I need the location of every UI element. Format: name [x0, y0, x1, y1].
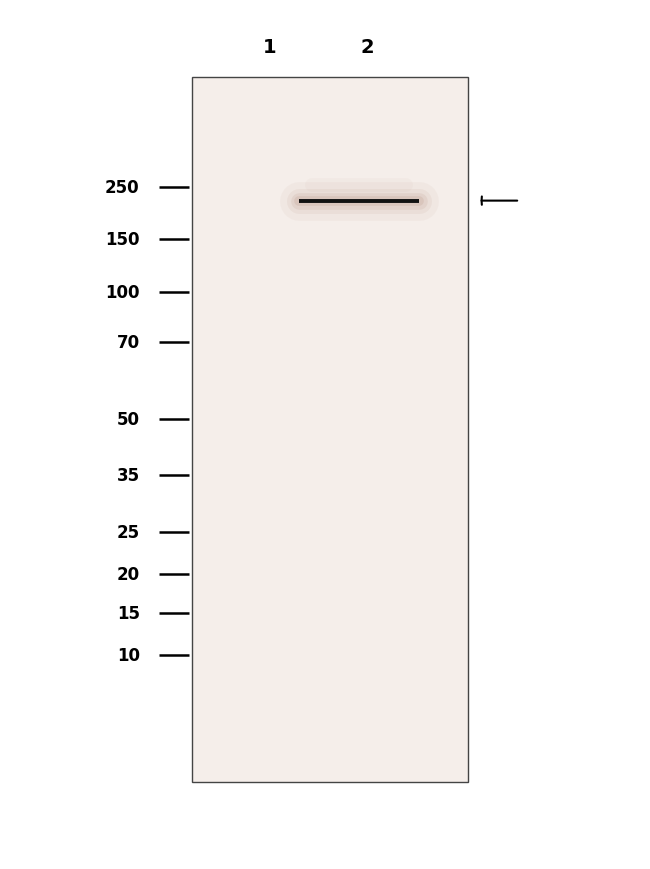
Text: 70: 70: [116, 333, 140, 351]
Text: 100: 100: [105, 284, 140, 302]
Text: 150: 150: [105, 231, 140, 249]
Text: 15: 15: [117, 604, 140, 622]
Text: 35: 35: [116, 467, 140, 485]
Text: 250: 250: [105, 178, 140, 196]
Bar: [192, 78, 468, 782]
Text: 25: 25: [116, 523, 140, 541]
Text: 1: 1: [263, 38, 276, 57]
Text: 50: 50: [117, 411, 140, 428]
Text: 10: 10: [117, 647, 140, 665]
Text: 2: 2: [361, 38, 374, 57]
Text: 20: 20: [116, 566, 140, 583]
